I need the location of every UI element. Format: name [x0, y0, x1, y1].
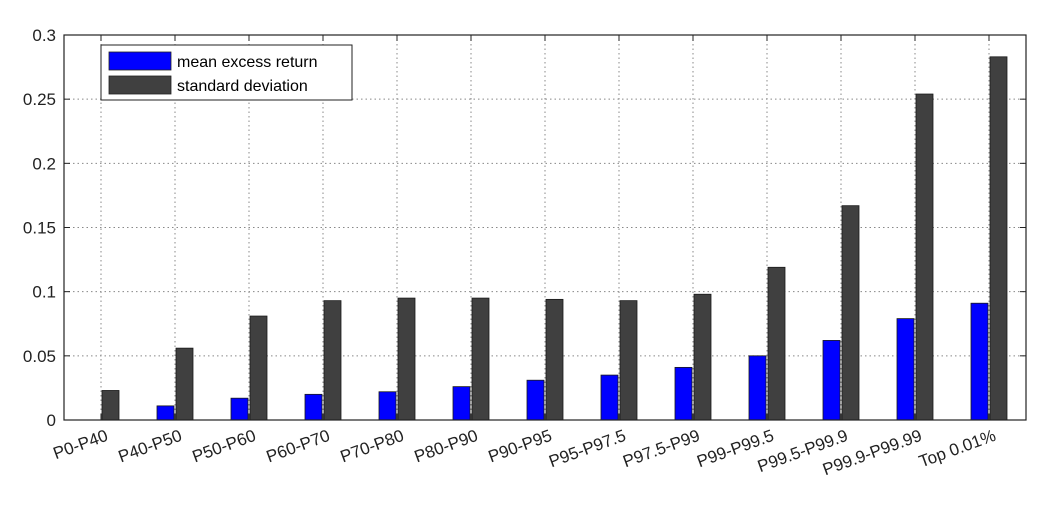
bar-mean-excess-return: [304, 393, 323, 421]
legend-swatch-standard-deviation: [108, 75, 172, 95]
bar-standard-deviation: [471, 297, 490, 421]
bar-mean-excess-return: [748, 355, 767, 421]
x-tick-label: P50-P60: [190, 426, 259, 466]
y-tick-label: 0.2: [32, 154, 56, 173]
x-tick-label: P70-P80: [338, 426, 407, 466]
legend: mean excess return standard deviation: [100, 44, 353, 101]
bar-standard-deviation: [323, 300, 342, 421]
bar-standard-deviation: [693, 293, 712, 421]
y-tick-label: 0.05: [23, 347, 56, 366]
y-tick-label: 0: [47, 411, 56, 430]
bar-standard-deviation: [545, 298, 564, 421]
legend-label-standard-deviation: standard deviation: [177, 78, 308, 95]
x-tick-label: P40-P50: [116, 426, 185, 466]
y-tick-label: 0.15: [23, 219, 56, 238]
bar-standard-deviation: [249, 315, 268, 421]
bar-mean-excess-return: [600, 374, 619, 421]
grid-lines: [64, 35, 1026, 420]
legend-label-mean-excess-return: mean excess return: [177, 54, 318, 71]
y-tick-label: 0.3: [32, 26, 56, 45]
x-tick-label: P80-P90: [412, 426, 481, 466]
x-tick-label: P97.5-P99: [620, 426, 702, 471]
legend-swatch-mean-excess-return: [108, 51, 172, 71]
bar-mean-excess-return: [230, 397, 249, 421]
bar-mean-excess-return: [970, 302, 989, 421]
bars: [101, 56, 1008, 421]
bar-mean-excess-return: [896, 318, 915, 421]
y-tick-label: 0.1: [32, 283, 56, 302]
x-tick-label: P90-P95: [486, 426, 555, 466]
bar-standard-deviation: [767, 266, 786, 421]
bar-standard-deviation: [841, 205, 860, 421]
x-tick-label: P95-P97.5: [546, 426, 628, 471]
bar-mean-excess-return: [674, 366, 693, 421]
bar-standard-deviation: [175, 347, 194, 421]
bar-standard-deviation: [619, 300, 638, 421]
x-tick-label: P0-P40: [51, 426, 111, 463]
bar-standard-deviation: [989, 56, 1008, 421]
bar-mean-excess-return: [822, 340, 841, 421]
bar-mean-excess-return: [156, 405, 175, 421]
x-tick-label: Top 0.01%: [916, 426, 998, 471]
y-axis: 0 0.05 0.1 0.15 0.2 0.25 0.3: [23, 26, 1026, 430]
y-tick-label: 0.25: [23, 90, 56, 109]
bar-mean-excess-return: [378, 391, 397, 421]
x-tick-label: P60-P70: [264, 426, 333, 466]
bar-mean-excess-return: [526, 379, 545, 421]
bar-standard-deviation: [397, 297, 416, 421]
bar-mean-excess-return: [452, 386, 471, 421]
bar-standard-deviation: [915, 93, 934, 421]
bar-standard-deviation: [101, 390, 120, 421]
